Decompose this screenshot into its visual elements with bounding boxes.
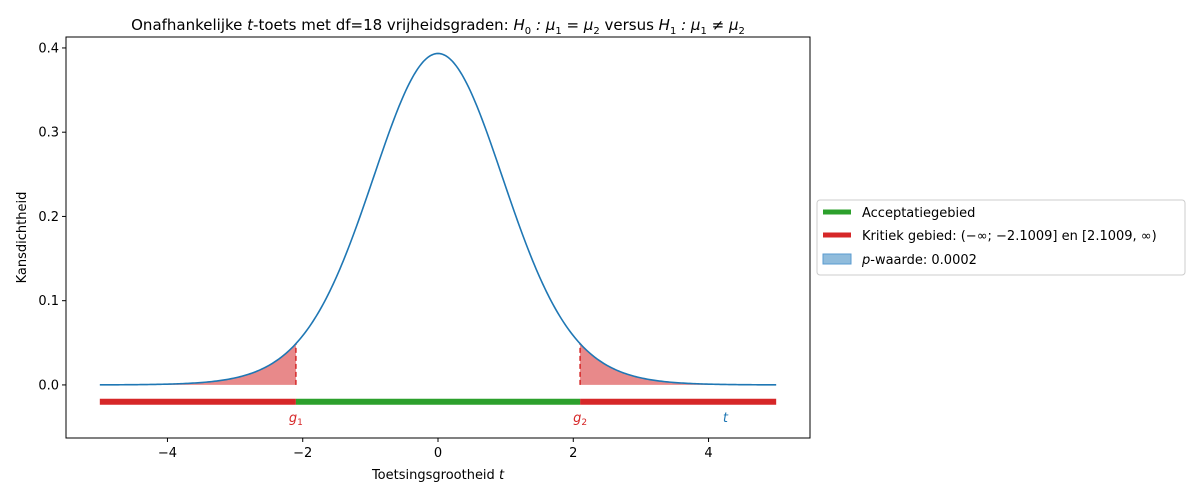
plot-frame	[65, 36, 811, 439]
x-axis-ticks: −4 −2 0 2 4	[158, 438, 713, 461]
y-tick-label: 0.1	[38, 294, 59, 309]
legend-label-acceptance: Acceptatiegebied	[862, 206, 975, 221]
legend-box	[816, 199, 1186, 276]
y-tick-label: 0.2	[38, 210, 59, 225]
legend-label-critical: Kritiek gebied: (−∞; −2.1009] en [2.1009…	[862, 229, 1157, 244]
x-tick-label: −2	[293, 446, 312, 461]
legend-swatch-p-value	[822, 253, 852, 265]
y-tick-label: 0.4	[38, 41, 59, 56]
legend-label-p-value: p-waarde: 0.0002	[861, 253, 977, 268]
density-curve	[99, 52, 777, 386]
x-tick-label: 4	[704, 446, 712, 461]
y-tick-label: 0.0	[38, 378, 59, 393]
region-markers: g1 g2 t	[289, 411, 729, 428]
x-tick-label: −4	[158, 446, 177, 461]
marker-g2: g2	[573, 411, 587, 428]
x-axis-label: Toetsingsgrootheid t	[371, 468, 505, 483]
marker-g1: g1	[289, 411, 303, 428]
x-tick-label: 0	[434, 446, 442, 461]
critical-fills	[99, 343, 777, 385]
legend: Acceptatiegebied Kritiek gebied: (−∞; −2…	[816, 199, 1186, 276]
x-tick-label: 2	[569, 446, 577, 461]
marker-t: t	[723, 411, 729, 426]
density-curve-group	[99, 52, 777, 386]
critical-fill-left	[99, 343, 296, 385]
y-axis-ticks: 0.0 0.1 0.2 0.3 0.4	[38, 41, 66, 393]
critical-fill-right	[580, 343, 777, 385]
y-axis-label: Kansdichtheid	[15, 192, 30, 284]
chart-title: Onafhankelijke t-toets met df=18 vrijhei…	[131, 16, 745, 37]
y-tick-label: 0.3	[38, 126, 59, 141]
